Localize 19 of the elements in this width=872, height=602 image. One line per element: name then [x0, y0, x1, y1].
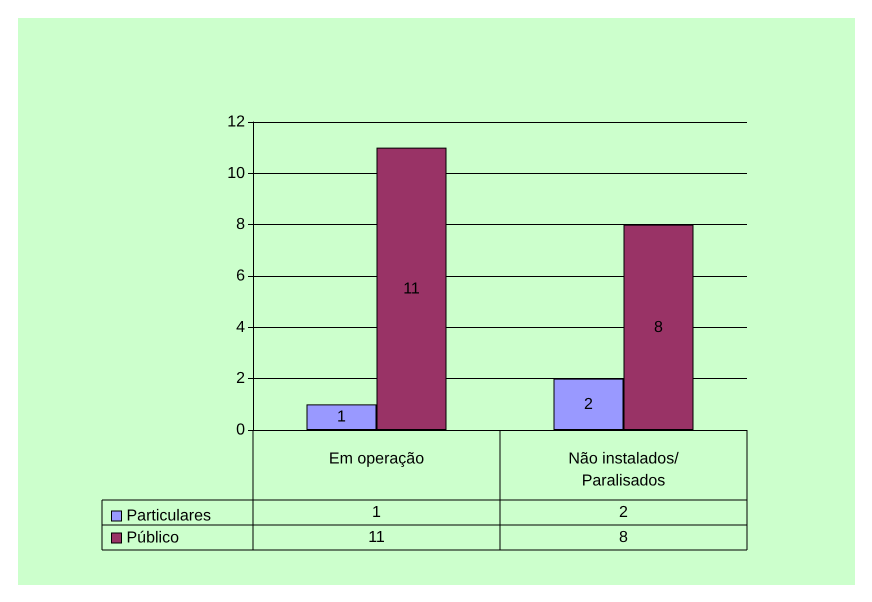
x-tick-label: Em operação: [328, 450, 424, 468]
text: 11: [403, 280, 420, 298]
text: 1: [337, 408, 346, 426]
text: 8: [654, 318, 663, 336]
data-label: 2: [619, 504, 628, 521]
data-label: 11: [368, 529, 385, 546]
legend-label: Particulares: [126, 508, 211, 524]
data-label: 1: [372, 504, 382, 521]
y-tick-label: 6: [236, 268, 246, 284]
data-label: 8: [619, 529, 628, 546]
legend-label: Público: [126, 530, 180, 546]
y-tick-label: 4: [236, 318, 246, 336]
y-tick-label: 2: [236, 370, 246, 388]
x-tick-label: Não instalados/Paralisados: [568, 450, 680, 490]
y-tick-label: 10: [227, 164, 246, 182]
y-tick-label: 0: [236, 422, 246, 438]
text: 2: [584, 396, 593, 413]
y-tick-label: 8: [236, 216, 246, 234]
y-tick-label: 12: [227, 114, 246, 130]
